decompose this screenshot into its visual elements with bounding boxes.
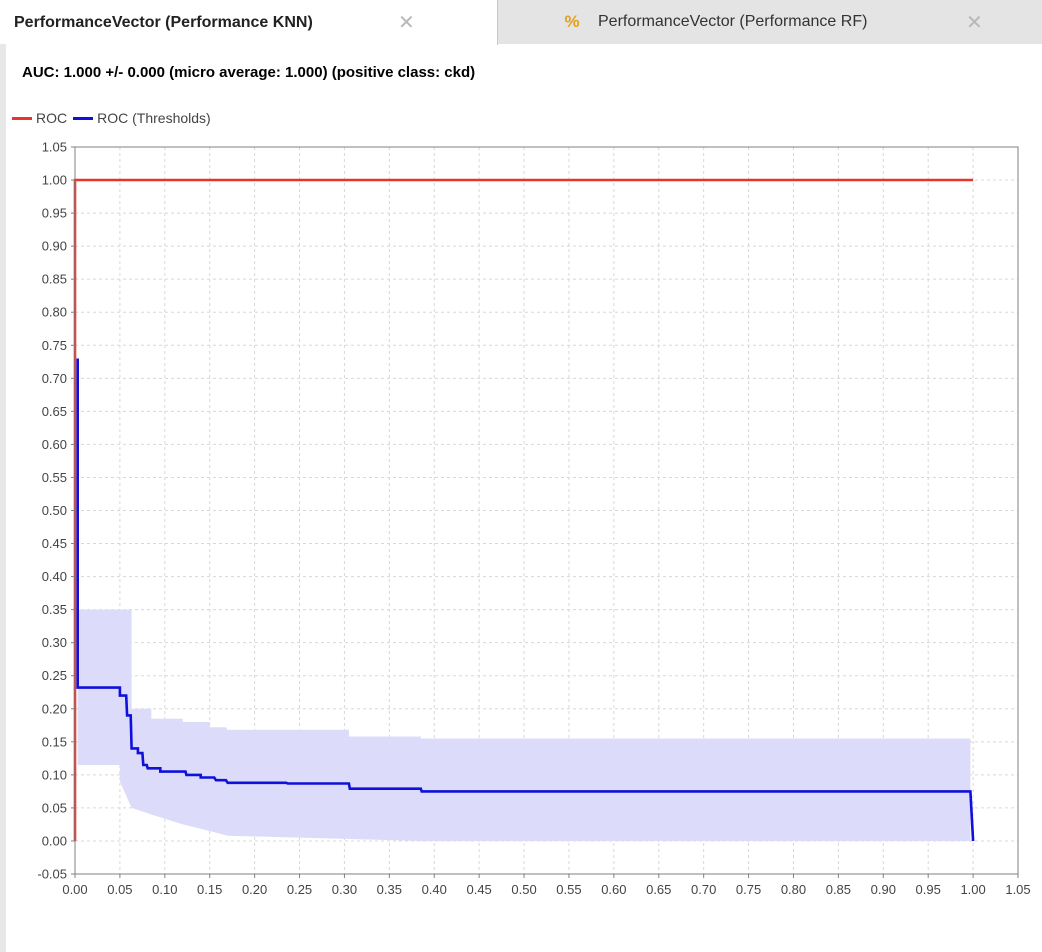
y-tick-label: 0.50 <box>42 503 67 518</box>
tab-performance-rf[interactable]: % PerformanceVector (Performance RF) ✕ <box>498 0 1042 44</box>
legend-swatch-roc-thresholds <box>73 116 94 120</box>
x-tick-label: 0.10 <box>152 882 177 897</box>
x-tick-label: 0.95 <box>916 882 941 897</box>
chart-legend: ROC ROC (Thresholds) <box>12 110 217 126</box>
tab-bar: PerformanceVector (Performance KNN) ✕ % … <box>0 0 1042 45</box>
legend-swatch-roc <box>12 116 32 120</box>
y-tick-label: 0.55 <box>42 470 67 485</box>
y-tick-label: 0.25 <box>42 668 67 683</box>
y-tick-label: 0.80 <box>42 305 67 320</box>
y-tick-label: 0.45 <box>42 536 67 551</box>
y-tick-label: 0.10 <box>42 767 67 782</box>
x-tick-label: 0.55 <box>556 882 581 897</box>
x-tick-label: 0.45 <box>466 882 491 897</box>
x-tick-label: 0.00 <box>62 882 87 897</box>
panel-edge <box>0 44 6 952</box>
x-tick-label: 0.40 <box>422 882 447 897</box>
y-tick-label: 0.00 <box>42 833 67 848</box>
x-tick-label: 0.35 <box>377 882 402 897</box>
chart-title: AUC: 1.000 +/- 0.000 (micro average: 1.0… <box>22 64 476 81</box>
x-tick-label: 0.25 <box>287 882 312 897</box>
y-tick-label: 0.30 <box>42 635 67 650</box>
y-tick-label: 0.95 <box>42 206 67 221</box>
y-tick-label: 0.65 <box>42 404 67 419</box>
x-tick-label: 0.75 <box>736 882 761 897</box>
y-tick-label: 0.85 <box>42 272 67 287</box>
series-line-roc-thresholds <box>76 358 975 842</box>
close-icon[interactable]: ✕ <box>966 11 983 34</box>
y-tick-label: 0.35 <box>42 602 67 617</box>
y-tick-label: 0.05 <box>42 800 67 815</box>
roc-chart: -0.050.000.050.100.150.200.250.300.350.4… <box>37 140 1030 898</box>
y-tick-label: 0.40 <box>42 569 67 584</box>
y-tick-label: 0.70 <box>42 371 67 386</box>
x-tick-label: 1.00 <box>960 882 985 897</box>
y-tick-label: -0.05 <box>37 867 67 882</box>
x-tick-label: 0.60 <box>601 882 626 897</box>
legend-item-roc: ROC <box>12 110 67 126</box>
x-tick-label: 0.70 <box>691 882 716 897</box>
tab-label: PerformanceVector (Performance RF) <box>598 13 868 30</box>
tab-label: PerformanceVector (Performance KNN) <box>14 13 313 31</box>
legend-item-roc-thresholds: ROC (Thresholds) <box>73 110 211 126</box>
legend-label-roc-thresholds: ROC (Thresholds) <box>97 110 211 126</box>
x-tick-label: 0.50 <box>511 882 536 897</box>
y-tick-label: 0.90 <box>42 239 67 254</box>
y-tick-label: 0.75 <box>42 338 67 353</box>
legend-label-roc: ROC <box>36 110 68 126</box>
tab-performance-knn[interactable]: PerformanceVector (Performance KNN) ✕ <box>0 0 498 45</box>
close-icon[interactable]: ✕ <box>398 12 415 34</box>
x-tick-label: 0.90 <box>871 882 896 897</box>
x-tick-label: 0.30 <box>332 882 357 897</box>
y-tick-label: 0.60 <box>42 437 67 452</box>
y-tick-label: 0.15 <box>42 734 67 749</box>
x-tick-label: 0.85 <box>826 882 851 897</box>
x-tick-label: 0.65 <box>646 882 671 897</box>
y-tick-label: 0.20 <box>42 701 67 716</box>
x-tick-label: 0.20 <box>242 882 267 897</box>
x-tick-label: 1.05 <box>1005 882 1030 897</box>
x-tick-label: 0.15 <box>197 882 222 897</box>
y-tick-label: 1.00 <box>42 173 67 188</box>
x-tick-label: 0.80 <box>781 882 806 897</box>
x-tick-label: 0.05 <box>107 882 132 897</box>
y-tick-label: 1.05 <box>42 140 67 155</box>
percent-icon: % <box>564 12 580 31</box>
